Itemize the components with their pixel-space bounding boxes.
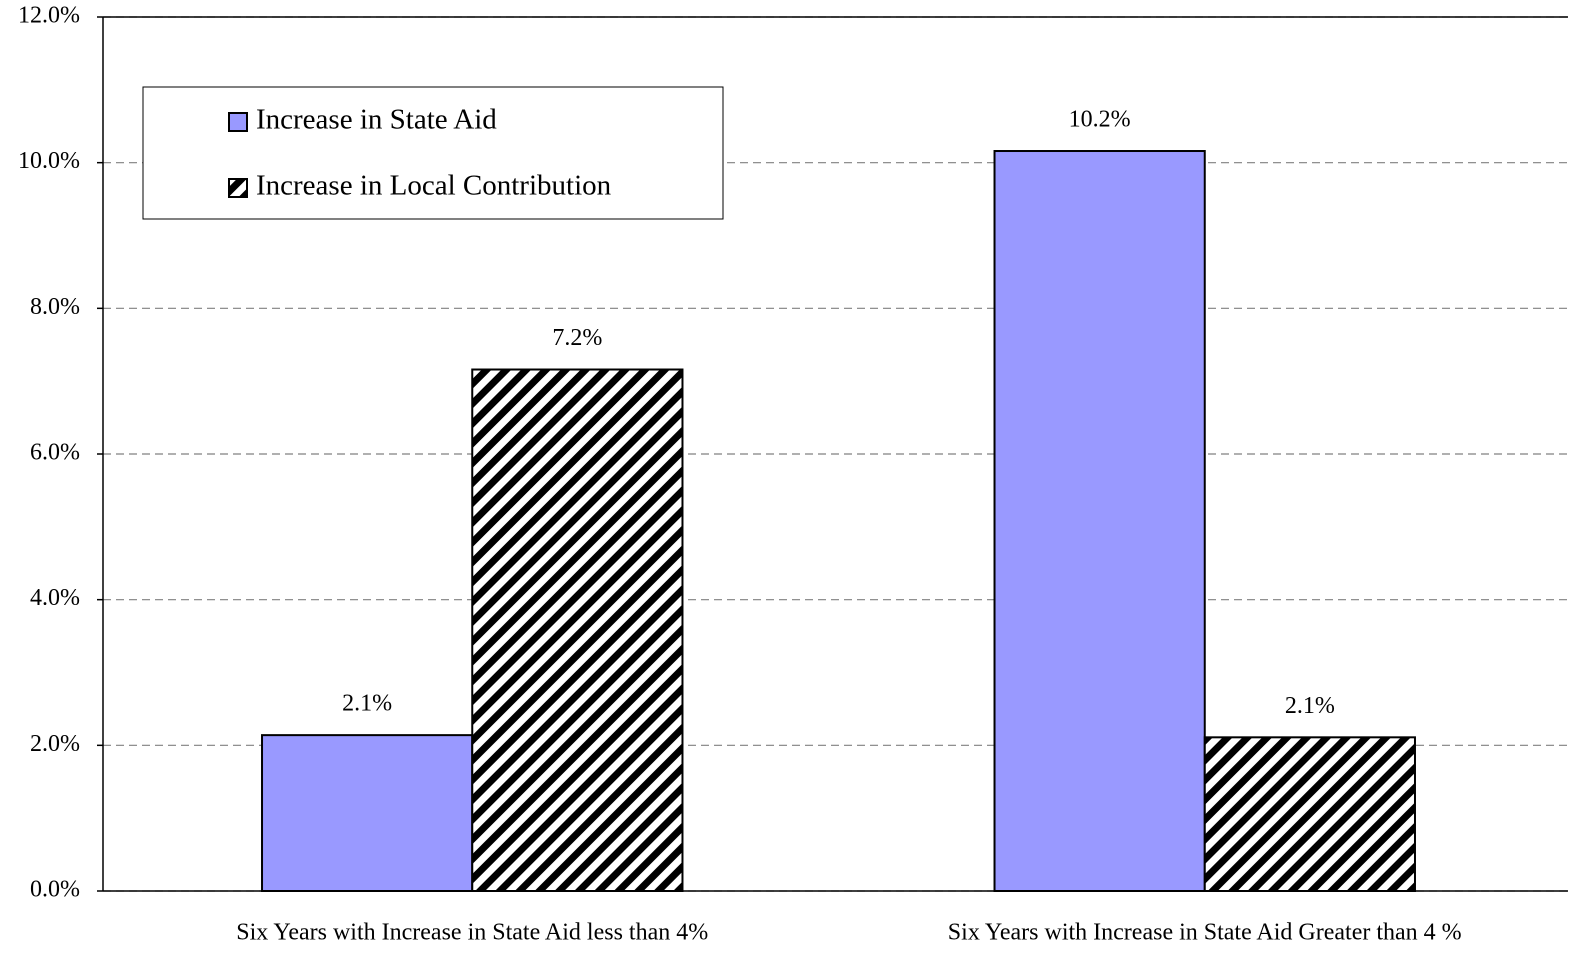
legend-swatch bbox=[228, 112, 248, 132]
legend-swatch bbox=[228, 178, 248, 198]
y-tick-label: 4.0% bbox=[30, 585, 80, 611]
legend: Increase in State Aid Increase in Local C… bbox=[142, 86, 724, 220]
y-tick-label: 2.0% bbox=[30, 731, 80, 757]
bar bbox=[261, 734, 474, 892]
data-label: 2.1% bbox=[342, 691, 392, 717]
x-tick-label: Six Years with Increase in State Aid Gre… bbox=[948, 920, 1462, 946]
y-tick-label: 10.0% bbox=[18, 148, 80, 174]
y-tick-label: 0.0% bbox=[30, 877, 80, 903]
data-label: 10.2% bbox=[1069, 107, 1131, 133]
bar bbox=[471, 368, 684, 893]
data-label: 2.1% bbox=[1285, 693, 1335, 719]
legend-label: Increase in State Aid bbox=[256, 104, 497, 136]
legend-label: Increase in Local Contribution bbox=[256, 170, 612, 202]
y-tick-label: 6.0% bbox=[30, 440, 80, 466]
x-tick-label: Six Years with Increase in State Aid les… bbox=[236, 920, 708, 946]
bar bbox=[993, 150, 1206, 893]
data-label: 7.2% bbox=[552, 325, 602, 351]
y-tick-label: 8.0% bbox=[30, 294, 80, 320]
bar bbox=[1203, 736, 1416, 892]
y-tick-label: 12.0% bbox=[18, 3, 80, 29]
